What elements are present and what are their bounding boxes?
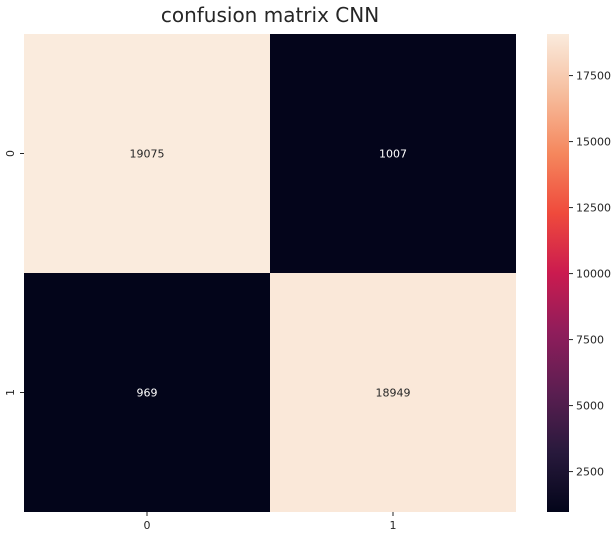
heatmap-cell-r1-c1	[270, 273, 516, 512]
heatmap-cells	[24, 34, 516, 512]
colorbar-tick-label: 7500	[576, 334, 604, 347]
heatmap-cell-r0-c1	[270, 34, 516, 273]
colorbar-tick-label: 15000	[576, 136, 611, 149]
x-tick-label: 0	[144, 519, 151, 532]
cell-value-r0-c1: 1007	[379, 148, 407, 161]
colorbar-tick-label: 17500	[576, 70, 611, 83]
colorbar-tick-label: 2500	[576, 466, 604, 479]
chart-title: confusion matrix CNN	[161, 3, 379, 27]
colorbar-tick-label: 12500	[576, 202, 611, 215]
colorbar-axis: 2500 5000 7500 10000 12500 15000 17500	[569, 70, 611, 479]
colorbar-tick-label: 10000	[576, 268, 611, 281]
heatmap-cell-labels: 19075 1007 969 18949	[130, 148, 411, 400]
heatmap-cell-r1-c0	[24, 273, 270, 512]
cell-value-r1-c1: 18949	[376, 387, 411, 400]
y-axis: 01	[4, 150, 24, 396]
cell-value-r0-c0: 19075	[130, 148, 165, 161]
x-tick-label: 1	[390, 519, 397, 532]
y-tick-label: 1	[4, 389, 17, 396]
cell-value-r1-c0: 969	[137, 387, 158, 400]
y-tick-label: 0	[4, 150, 17, 157]
heatmap-cell-r0-c0	[24, 34, 270, 273]
colorbar	[547, 34, 569, 512]
colorbar-tick-label: 5000	[576, 400, 604, 413]
